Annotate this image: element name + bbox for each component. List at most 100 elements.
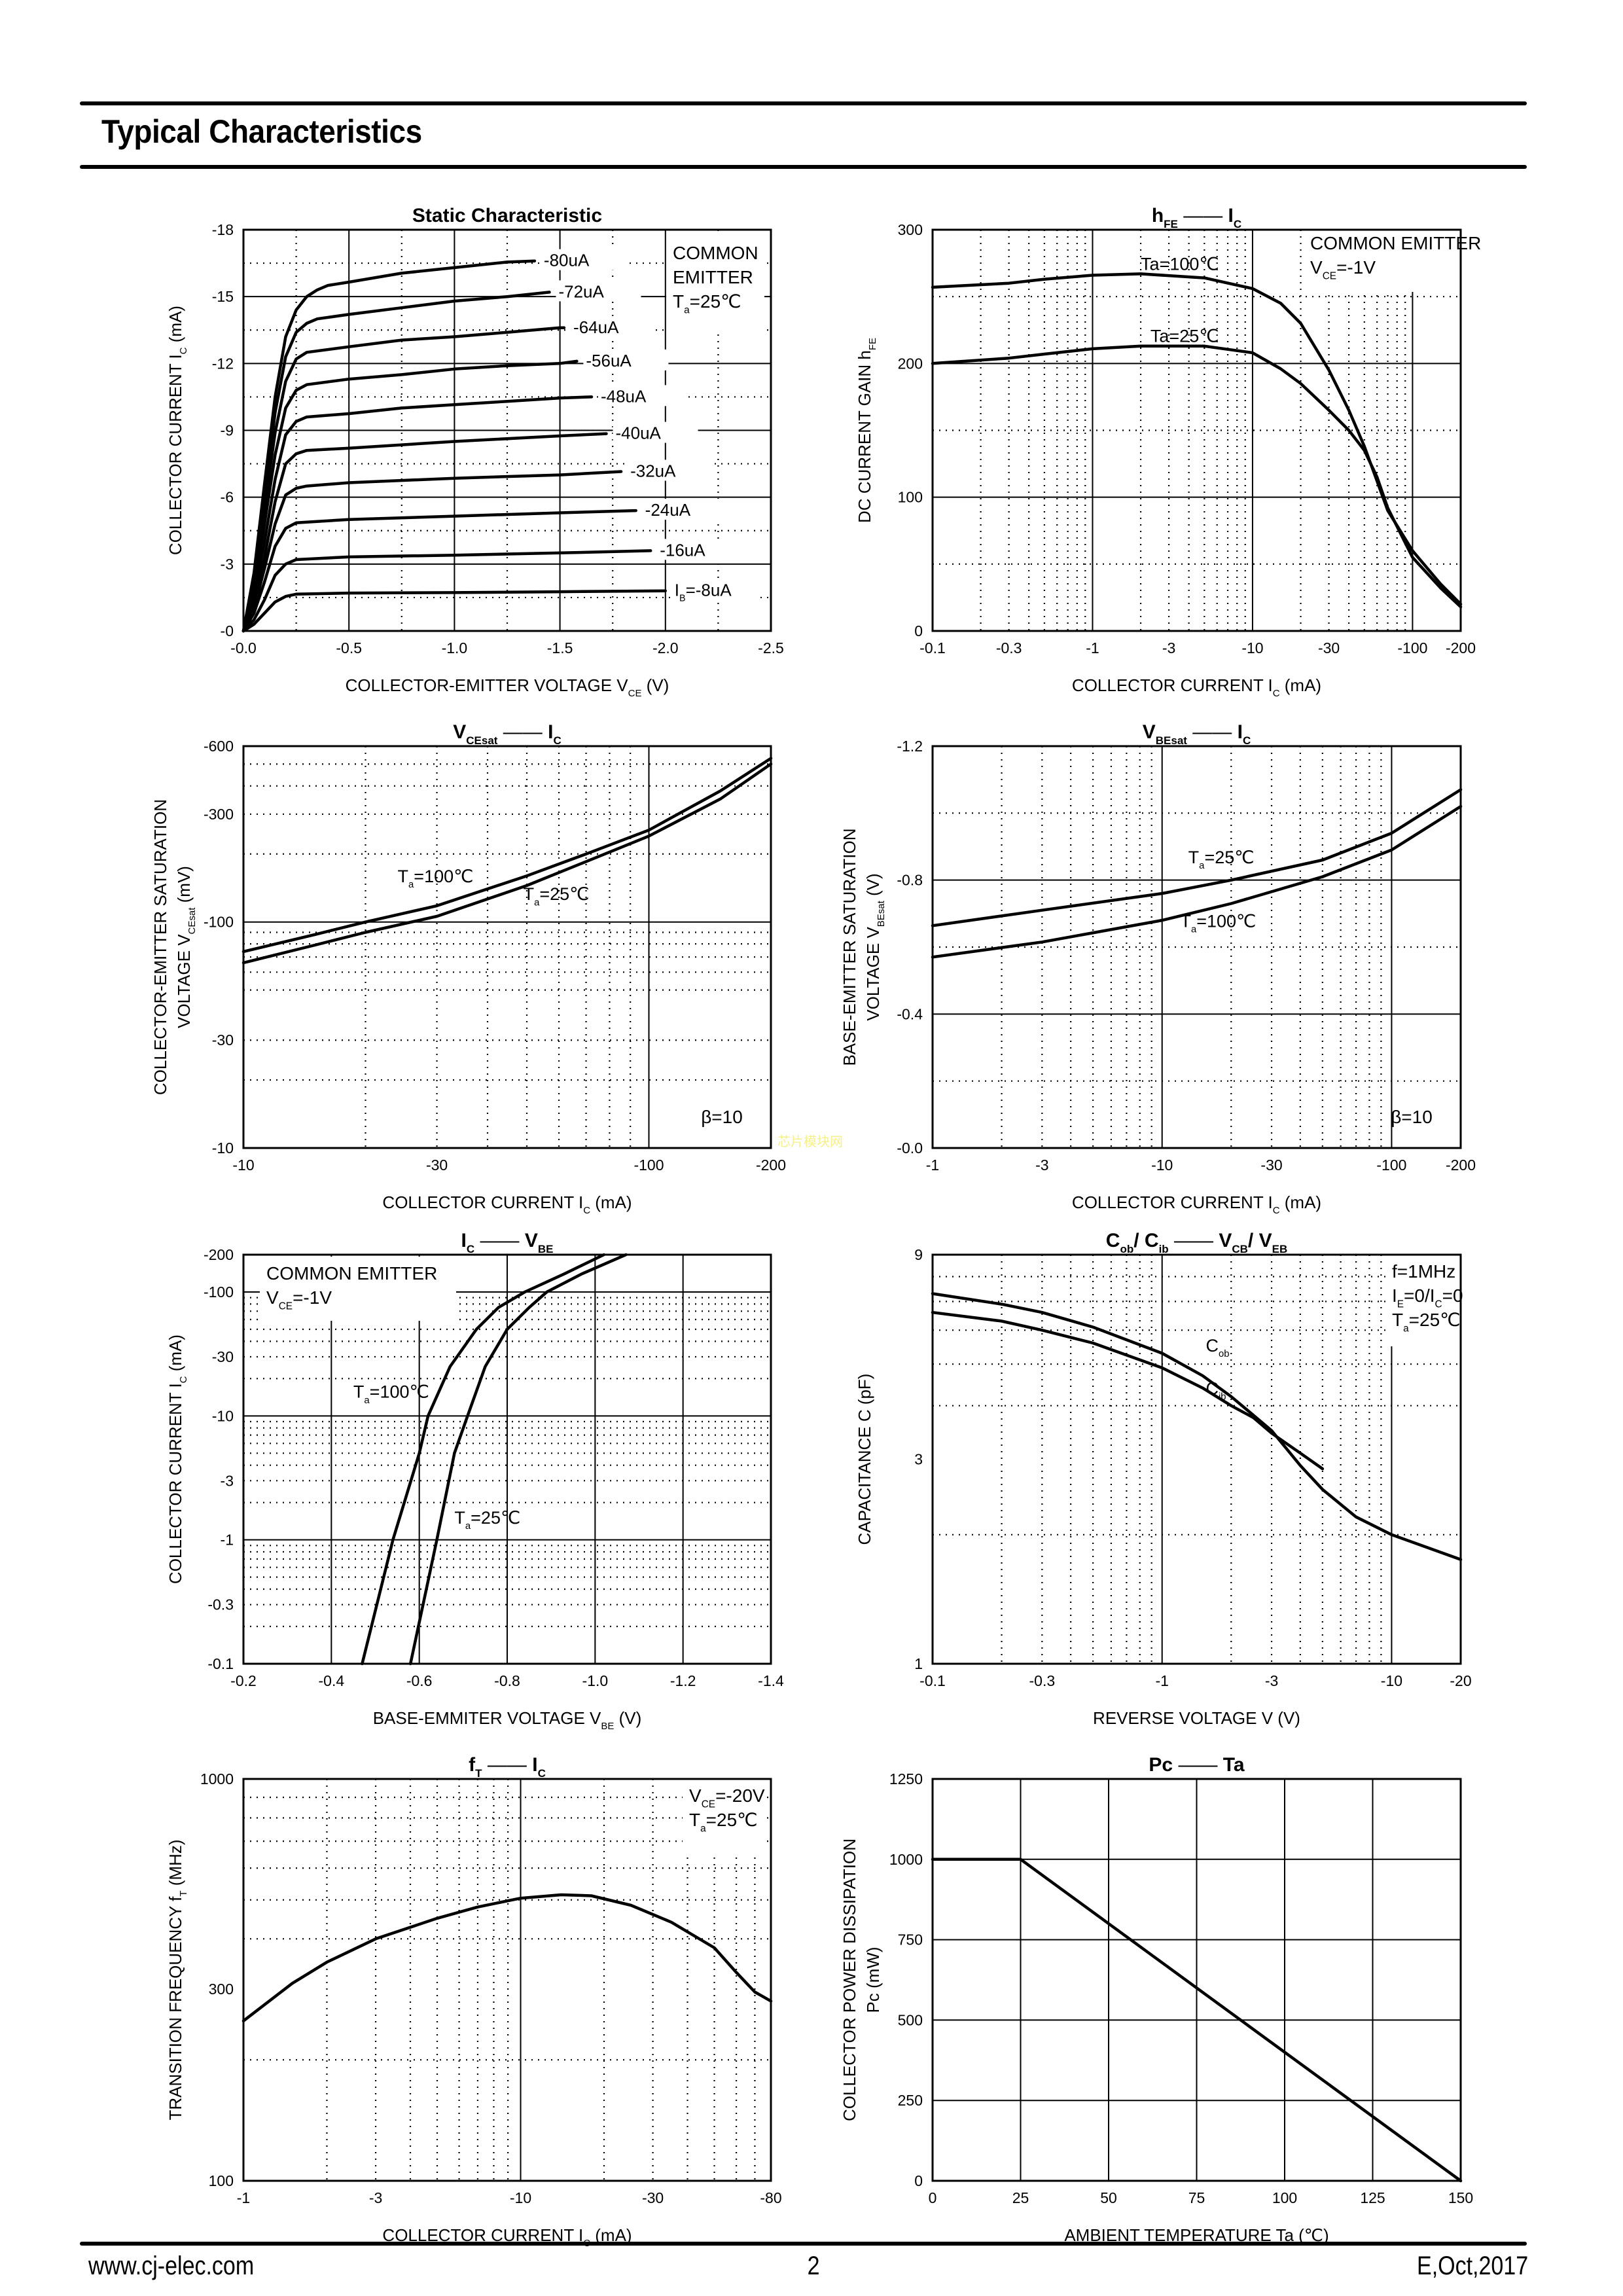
y-tick-label: 1: [914, 1655, 923, 1672]
watermark: 芯片模块网: [777, 1134, 843, 1149]
x-tick-label: -100: [1376, 1157, 1406, 1174]
y-tick-label: -9: [221, 422, 234, 439]
x-tick-label: -1.2: [670, 1672, 696, 1689]
y-tick-label: -30: [212, 1031, 234, 1049]
chart-annotation: β=10: [1391, 1107, 1433, 1127]
y-tick-label: -6: [221, 489, 234, 506]
footer-page-number: 2: [807, 2251, 820, 2280]
x-axis-label: COLLECTOR-EMITTER VOLTAGE VCE (V): [346, 675, 669, 699]
annotation-background: [1304, 226, 1461, 292]
chart-vcesat: β=10 Ta=100℃ Ta=25℃ -10 -30 -100 -200 -10 -30 -10…: [151, 721, 786, 1216]
y-tick-label: 100: [209, 2172, 234, 2189]
y-tick-label: 3: [914, 1451, 923, 1468]
y-tick-label: 0: [914, 2172, 923, 2189]
chart-title: Cob/ Cib —— VCB/ VEB: [1106, 1230, 1287, 1255]
chart-hfe: COMMON EMITTER VCE=-1V Ta=100℃ Ta=25℃ -0.1 -0…: [855, 205, 1481, 699]
y-tick-label: -3: [221, 1472, 234, 1489]
series-label: Ta=25℃: [454, 1508, 520, 1532]
x-tick-label: -10: [510, 2189, 531, 2206]
series-label: IB=-8uA: [675, 581, 732, 604]
footer-website[interactable]: www.cj-elec.com: [88, 2251, 255, 2280]
chart-static: COMMON EMITTER Ta=25℃ IB=-8uA -16uA -24uA -32u…: [166, 205, 784, 699]
x-tick-label: -0.1: [919, 1672, 946, 1689]
x-axis-label: COLLECTOR CURRENT IC (mA): [1072, 1193, 1321, 1216]
chart-title: VCEsat —— IC: [453, 721, 562, 747]
x-tick-label: -0.5: [336, 639, 362, 656]
y-tick-label: -12: [212, 355, 234, 372]
chart-annotation: β=10: [701, 1107, 743, 1127]
y-tick-label: -10: [212, 1139, 234, 1157]
y-tick-label: 9: [914, 1246, 923, 1263]
x-tick-label: -100: [633, 1157, 664, 1174]
y-tick-label: -0: [221, 622, 234, 639]
series-line: [241, 549, 652, 633]
series-line: [241, 762, 773, 965]
y-tick-label: -100: [204, 1283, 234, 1300]
x-tick-label: -30: [426, 1157, 448, 1174]
y-tick-label: -0.1: [207, 1655, 234, 1672]
y-tick-label: 1000: [200, 1770, 234, 1787]
y-axis-label: CAPACITANCE C (pF): [855, 1374, 874, 1545]
y-tick-label: 200: [898, 355, 923, 372]
series-label: Ta=25℃: [524, 884, 590, 908]
x-tick-label: -1: [926, 1157, 939, 1174]
x-tick-label: -3: [369, 2189, 382, 2206]
label-background: [571, 315, 656, 337]
x-tick-label: -10: [1381, 1672, 1402, 1689]
chart-annotation: Ta=25℃: [1392, 1310, 1461, 1334]
x-tick-label: -3: [1162, 639, 1175, 656]
chart-pc: 0 25 50 75 100 125 150 0 250 500 750 1000 1250 Pc —— …: [840, 1754, 1473, 2245]
plot-frame: [931, 745, 1462, 1149]
y-tick-label: 300: [898, 221, 923, 238]
y-tick-label: -0.3: [207, 1596, 234, 1613]
chart-annotation: Ta=25℃: [673, 291, 741, 315]
x-tick-label: -30: [1318, 639, 1340, 656]
x-tick-label: -0.6: [406, 1672, 433, 1689]
x-tick-label: -30: [642, 2189, 664, 2206]
series-label: -72uA: [558, 281, 604, 301]
x-tick-label: -0.0: [230, 639, 257, 656]
x-tick-label: -3: [1035, 1157, 1048, 1174]
series-label: -56uA: [586, 351, 632, 370]
chart-title: Pc —— Ta: [1149, 1754, 1244, 1776]
label-background: [597, 385, 683, 406]
label-background: [671, 579, 757, 600]
annotation-background: [666, 236, 764, 334]
label-background: [613, 422, 698, 443]
x-tick-label: -1.0: [442, 639, 468, 656]
plot-frame: [931, 228, 1462, 632]
chart-title: fT —— IC: [469, 1754, 546, 1780]
series-label: -16uA: [660, 540, 705, 560]
y-tick-label: -30: [212, 1348, 234, 1365]
chart-annotation: EMITTER: [673, 267, 753, 287]
chart-annotation: COMMON: [673, 243, 758, 263]
plot-frame: [242, 228, 772, 632]
x-tick-label: -2.5: [758, 639, 784, 656]
y-tick-label: -300: [204, 806, 234, 823]
y-axis-label: COLLECTOR CURRENT IC (mA): [166, 1335, 189, 1584]
x-tick-label: -0.8: [494, 1672, 520, 1689]
x-axis-label: REVERSE VOLTAGE V (V): [1093, 1708, 1300, 1728]
y-tick-label: -200: [204, 1246, 234, 1263]
series-line: [931, 1857, 1463, 2183]
chart-title: IC —— VBE: [461, 1230, 554, 1255]
label-background: [541, 249, 626, 270]
chart-annotation: COMMON EMITTER: [1310, 233, 1481, 253]
series-label: Ta=25℃: [1188, 848, 1255, 871]
y-tick-label: -1: [221, 1532, 234, 1549]
y-tick-label: -0.4: [897, 1005, 923, 1022]
x-tick-label: -10: [1241, 639, 1263, 656]
series-label: -32uA: [630, 461, 676, 481]
y-tick-label: -1.2: [897, 738, 923, 755]
label-background: [556, 280, 641, 302]
x-tick-label: -1: [237, 2189, 250, 2206]
y-tick-label: 0: [914, 622, 923, 639]
x-tick-label: -10: [1151, 1157, 1173, 1174]
chart-annotation: VCE=-1V: [266, 1287, 332, 1312]
chart-annotation: f=1MHz: [1392, 1261, 1455, 1282]
x-axis-label: BASE-EMMITER VOLTAGE VBE (V): [373, 1708, 642, 1732]
plot-frame: [242, 1253, 772, 1665]
series-line: [241, 359, 579, 633]
annotation-background: [683, 1779, 764, 1852]
